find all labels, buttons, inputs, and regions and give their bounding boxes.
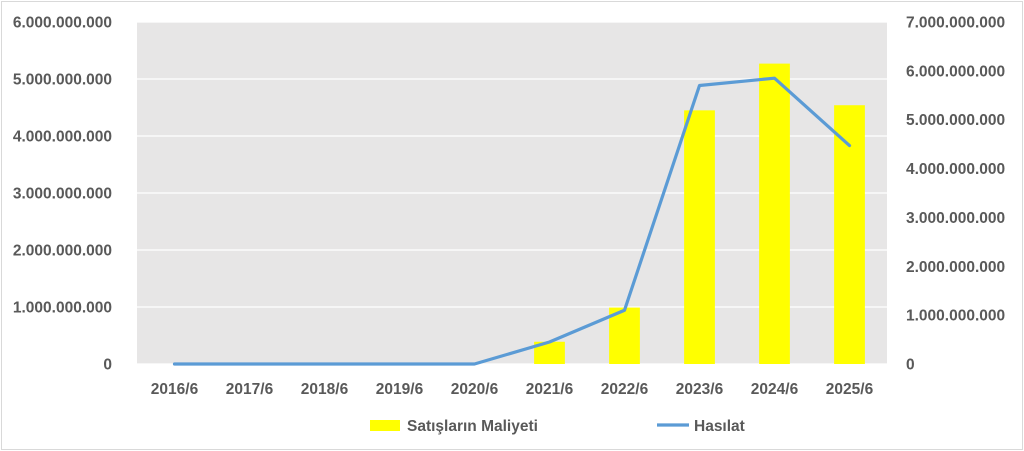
right-axis-tick-label: 2.000.000.000 xyxy=(906,259,1005,276)
x-axis-tick-label: 2016/6 xyxy=(151,381,199,398)
x-axis-tick-label: 2021/6 xyxy=(526,381,574,398)
x-axis-tick-label: 2022/6 xyxy=(601,381,649,398)
legend-label: Satışların Maliyeti xyxy=(407,418,538,435)
right-axis-tick-label: 4.000.000.000 xyxy=(906,161,1005,178)
left-axis-tick-label: 0 xyxy=(103,357,112,374)
line-path xyxy=(172,76,852,366)
right-axis-tick-label: 3.000.000.000 xyxy=(906,210,1005,227)
legend-swatch-bar xyxy=(370,420,400,431)
left-y-axis: 0 1.000.000.000 2.000.000.000 3.000.000.000… xyxy=(13,15,112,374)
x-axis-tick-label: 2019/6 xyxy=(376,381,424,398)
left-axis-tick-label: 2.000.000.000 xyxy=(13,243,112,260)
x-axis: 2016/6 2017/6 2018/6 2019/6 2020/6 2021/6 2022… xyxy=(151,381,874,398)
x-axis-tick-label: 2017/6 xyxy=(226,381,274,398)
x-axis-tick-label: 2023/6 xyxy=(676,381,724,398)
right-axis-tick-label: 5.000.000.000 xyxy=(906,112,1005,129)
right-axis-tick-label: 6.000.000.000 xyxy=(906,63,1005,80)
right-y-axis: 0 1.000.000.000 2.000.000.000 3.000.000.000… xyxy=(906,15,1005,374)
bar-series xyxy=(534,63,865,365)
x-axis-tick-label: 2018/6 xyxy=(301,381,349,398)
bar xyxy=(759,63,790,365)
left-axis-tick-label: 5.000.000.000 xyxy=(13,72,112,89)
line-series xyxy=(172,76,852,366)
right-axis-tick-label: 1.000.000.000 xyxy=(906,308,1005,325)
legend-label: Hasılat xyxy=(694,418,745,435)
x-axis-tick-label: 2025/6 xyxy=(826,381,874,398)
x-axis-tick-label: 2020/6 xyxy=(451,381,499,398)
legend: Satışların Maliyeti Hasılat xyxy=(370,418,745,435)
bar xyxy=(609,307,640,364)
left-axis-tick-label: 4.000.000.000 xyxy=(13,129,112,146)
bar xyxy=(684,110,715,364)
left-axis-tick-label: 6.000.000.000 xyxy=(13,15,112,32)
left-axis-tick-label: 1.000.000.000 xyxy=(13,300,112,317)
x-axis-tick-label: 2024/6 xyxy=(751,381,799,398)
bar xyxy=(834,105,865,364)
bar xyxy=(534,341,565,364)
right-axis-tick-label: 7.000.000.000 xyxy=(906,15,1005,32)
right-axis-tick-label: 0 xyxy=(906,357,915,374)
left-axis-tick-label: 3.000.000.000 xyxy=(13,186,112,203)
